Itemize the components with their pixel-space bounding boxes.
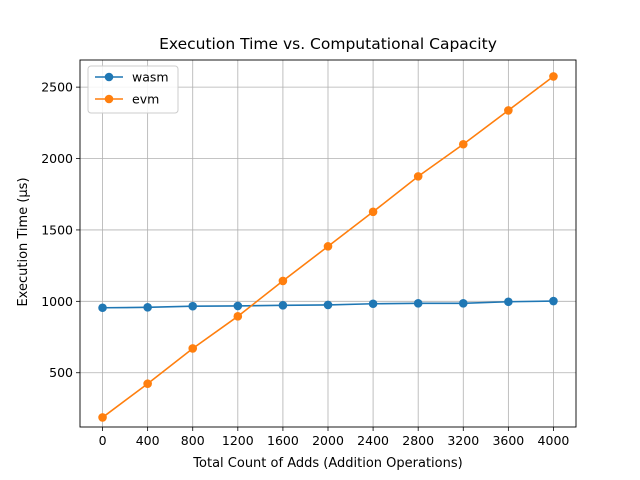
data-point-evm bbox=[143, 379, 152, 389]
y-tick-label: 500 bbox=[49, 365, 73, 380]
x-tick-label: 400 bbox=[136, 433, 160, 448]
data-point-wasm bbox=[143, 303, 152, 312]
data-point-evm bbox=[368, 207, 378, 217]
x-tick-label: 2000 bbox=[312, 433, 344, 448]
y-tick-label: 1500 bbox=[41, 222, 73, 237]
data-point-evm bbox=[458, 139, 468, 149]
legend: wasm evm bbox=[87, 65, 179, 114]
y-tick-label: 2500 bbox=[41, 80, 73, 95]
x-tick-label: 3200 bbox=[447, 433, 479, 448]
data-point-evm bbox=[278, 276, 288, 286]
data-point-wasm bbox=[278, 301, 288, 310]
data-point-wasm bbox=[413, 299, 423, 308]
data-point-evm bbox=[233, 312, 243, 321]
grid bbox=[80, 60, 576, 427]
plot-frame bbox=[79, 59, 577, 428]
x-tick-label: 4000 bbox=[538, 433, 570, 448]
data-point-wasm bbox=[233, 301, 243, 311]
x-tick-label: 1600 bbox=[267, 433, 299, 448]
data-point-wasm bbox=[188, 301, 198, 311]
y-axis-label: Execution Time (µs) bbox=[16, 177, 31, 306]
data-point-wasm bbox=[504, 297, 513, 307]
data-point-wasm bbox=[368, 299, 378, 309]
legend-marker-evm bbox=[104, 94, 114, 104]
x-tick-label: 2800 bbox=[402, 433, 434, 448]
series-layer bbox=[98, 72, 558, 422]
legend-label-wasm: wasm bbox=[132, 70, 169, 85]
legend-marker-wasm bbox=[104, 72, 114, 82]
data-point-evm bbox=[413, 172, 423, 181]
x-axis-label: Total Count of Adds (Addition Operations… bbox=[192, 456, 462, 471]
x-tick-label: 800 bbox=[181, 433, 205, 448]
x-tick-label: 3600 bbox=[492, 433, 524, 448]
data-point-evm bbox=[549, 72, 558, 81]
x-tick-label: 0 bbox=[99, 433, 107, 448]
x-tick-label: 1200 bbox=[222, 433, 254, 448]
data-point-evm bbox=[504, 106, 513, 115]
x-tick-label: 2400 bbox=[357, 433, 389, 448]
data-point-evm bbox=[323, 242, 333, 251]
data-point-wasm bbox=[458, 299, 468, 308]
legend-label-evm: evm bbox=[132, 92, 159, 107]
data-point-evm bbox=[98, 413, 107, 422]
chart-title: Execution Time vs. Computational Capacit… bbox=[159, 35, 497, 53]
data-point-wasm bbox=[549, 296, 558, 306]
data-point-evm bbox=[188, 344, 198, 353]
data-point-wasm bbox=[323, 300, 333, 310]
y-tick-label: 2000 bbox=[41, 151, 73, 166]
data-point-wasm bbox=[98, 303, 107, 313]
axes: 0 400 800 1200 1600 2000 2400 2800 3200 3600 4000 5… bbox=[41, 59, 577, 448]
y-tick-label: 1000 bbox=[41, 294, 73, 309]
